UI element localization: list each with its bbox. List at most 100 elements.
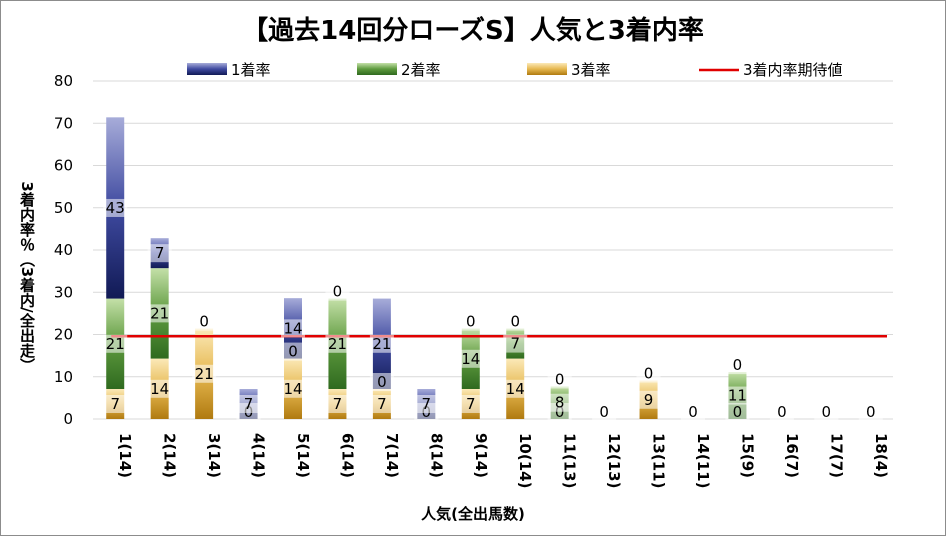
data-label-bg	[192, 364, 217, 383]
data-label: 7	[510, 335, 520, 353]
data-label: 7	[333, 395, 343, 413]
data-label: 0	[644, 365, 654, 383]
data-label: 7	[244, 395, 254, 413]
legend-label: 2着率	[401, 61, 441, 79]
data-label-bg	[281, 342, 305, 361]
data-label-bg	[369, 395, 394, 414]
data-label: 7	[466, 395, 476, 413]
y-axis-label: 3着内率％（3着内/全出走）	[18, 181, 36, 372]
data-label-bg	[325, 282, 350, 301]
data-label: 7	[377, 395, 387, 413]
data-label-bg	[414, 395, 439, 414]
data-label: 14	[283, 380, 302, 398]
data-label: 21	[328, 335, 347, 353]
y-tick-label: 10	[54, 368, 73, 386]
data-label-bg	[147, 244, 172, 263]
y-tick-label: 60	[54, 157, 73, 175]
data-label-bg	[458, 312, 483, 331]
data-label: 7	[110, 395, 120, 413]
y-axis: 0 10 20 30 40 50 60 70 80	[54, 72, 73, 428]
data-label: 0	[777, 403, 787, 421]
data-label: 0	[333, 283, 343, 301]
data-label-bg	[147, 304, 172, 323]
x-tick-label: 1(14)	[116, 433, 134, 478]
x-tick-label: 9(14)	[472, 433, 490, 478]
data-label-bg	[458, 349, 483, 368]
data-label-bg	[236, 395, 261, 414]
x-tick-label: 18(4)	[872, 433, 890, 478]
legend: 1着率 2着率 3着率 3着内率期待値	[187, 61, 843, 79]
legend-label: 3着内率期待値	[743, 61, 843, 79]
data-label: 8	[555, 394, 565, 412]
data-labels: 7214314217210071401472107021077140147008…	[103, 198, 883, 421]
x-tick-label: 11(13)	[561, 433, 579, 488]
x-tick-label: 5(14)	[294, 433, 312, 478]
data-label: 0	[599, 403, 609, 421]
x-tick-label: 3(14)	[205, 433, 223, 478]
data-label: 0	[199, 313, 209, 331]
x-tick-label: 8(14)	[427, 433, 445, 478]
data-label-bg	[192, 312, 217, 331]
data-label: 14	[461, 350, 480, 368]
legend-label: 3着率	[571, 61, 611, 79]
data-label: 0	[466, 313, 476, 331]
data-label: 0	[733, 356, 743, 374]
x-axis-label: 人気(全出馬数)	[421, 505, 525, 523]
x-tick-label: 7(14)	[383, 433, 401, 478]
x-tick-label: 16(7)	[783, 433, 801, 478]
x-tick-label: 13(11)	[650, 433, 668, 488]
data-label: 0	[822, 403, 832, 421]
y-tick-label: 70	[54, 114, 73, 132]
x-tick-label: 12(13)	[605, 433, 623, 488]
data-label-bg	[681, 403, 705, 421]
data-label: 14	[506, 380, 525, 398]
data-label-bg	[281, 379, 305, 398]
data-label-bg	[725, 356, 750, 375]
data-label-bg	[325, 395, 350, 414]
chart-title: 【過去14回分ローズS】人気と3着内率	[242, 15, 704, 46]
data-label: 14	[150, 380, 169, 398]
data-label-bg	[325, 334, 350, 353]
data-label-bg	[636, 364, 661, 383]
data-label: 21	[106, 335, 125, 353]
data-label-bg	[503, 334, 528, 353]
data-label: 11	[728, 387, 747, 405]
x-tick-label: 15(9)	[738, 433, 756, 478]
data-label: 0	[866, 403, 876, 421]
data-label: 7	[422, 395, 432, 413]
data-label: 0	[555, 403, 565, 421]
x-tick-label: 17(7)	[827, 433, 845, 478]
data-label-bg	[547, 393, 572, 412]
x-tick-label: 4(14)	[250, 433, 268, 478]
data-label-bg	[458, 395, 483, 414]
data-label-bg	[547, 370, 572, 389]
data-label-bg	[636, 390, 661, 409]
y-tick-label: 20	[54, 326, 73, 344]
y-tick-label: 50	[54, 199, 73, 217]
data-label-bg	[281, 319, 305, 338]
data-label: 0	[733, 403, 743, 421]
legend-swatch	[527, 63, 567, 75]
data-label-bg	[103, 395, 128, 414]
y-tick-label: 80	[54, 72, 73, 90]
data-label: 21	[372, 335, 391, 353]
legend-swatch	[357, 63, 397, 75]
x-axis: 1(14) 2(14) 3(14) 4(14) 5(14) 6(14) 7(14) 8(14)…	[116, 433, 890, 488]
data-label-bg	[769, 403, 794, 421]
data-label: 0	[688, 403, 698, 421]
data-label-bg	[103, 198, 128, 217]
x-tick-label: 2(14)	[161, 433, 179, 478]
y-tick-label: 40	[54, 241, 73, 259]
data-label-bg	[858, 403, 883, 421]
data-label-bg	[103, 334, 128, 353]
gridlines	[93, 80, 893, 420]
data-label-bg	[725, 403, 750, 421]
data-label: 7	[155, 244, 165, 262]
legend-swatch	[187, 63, 227, 75]
data-label: 0	[377, 373, 387, 391]
data-label-bg	[147, 379, 172, 398]
data-label-bg	[369, 334, 394, 353]
y-tick-label: 30	[54, 283, 73, 301]
x-tick-label: 10(14)	[516, 433, 534, 488]
y-tick-label: 0	[63, 410, 73, 428]
